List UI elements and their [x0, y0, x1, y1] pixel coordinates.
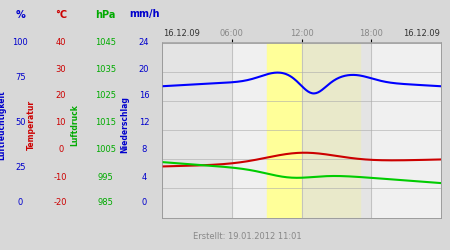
Text: 24: 24: [139, 38, 149, 47]
Text: 40: 40: [55, 38, 66, 47]
Text: Luftdruck: Luftdruck: [70, 104, 79, 146]
Bar: [162, 42, 232, 218]
Text: 100: 100: [13, 38, 28, 47]
Text: 0: 0: [58, 146, 63, 154]
Text: -10: -10: [54, 173, 68, 182]
Text: 4: 4: [141, 173, 147, 182]
Text: 8: 8: [141, 146, 147, 154]
Text: mm/h: mm/h: [129, 10, 159, 20]
Text: 1045: 1045: [95, 38, 116, 47]
Text: hPa: hPa: [95, 10, 116, 20]
Text: 16: 16: [139, 90, 149, 100]
Text: 30: 30: [55, 66, 66, 74]
Text: 12: 12: [139, 118, 149, 127]
Text: 985: 985: [98, 198, 114, 207]
Text: -20: -20: [54, 198, 68, 207]
Text: 16.12.09: 16.12.09: [163, 29, 200, 38]
Text: 16.12.09: 16.12.09: [403, 29, 440, 38]
Text: Temperatur: Temperatur: [27, 100, 36, 150]
Text: 10: 10: [55, 118, 66, 127]
Text: Erstellt: 19.01.2012 11:01: Erstellt: 19.01.2012 11:01: [193, 232, 302, 241]
Text: 20: 20: [139, 66, 149, 74]
Text: 1005: 1005: [95, 146, 116, 154]
Text: Niederschlag: Niederschlag: [121, 96, 130, 154]
Text: 995: 995: [98, 173, 113, 182]
Text: 1015: 1015: [95, 118, 116, 127]
Text: 20: 20: [55, 90, 66, 100]
Text: Luftfeuchtigkeit: Luftfeuchtigkeit: [0, 90, 7, 160]
Text: 0: 0: [18, 198, 23, 207]
Text: %: %: [15, 10, 25, 20]
Bar: [302, 42, 371, 218]
Text: 75: 75: [15, 73, 26, 82]
Text: 25: 25: [15, 163, 26, 172]
Text: °C: °C: [55, 10, 67, 20]
Text: 0: 0: [141, 198, 147, 207]
Text: 1035: 1035: [95, 66, 116, 74]
Text: 1025: 1025: [95, 90, 116, 100]
Text: 50: 50: [15, 118, 26, 127]
Bar: [266, 42, 360, 218]
